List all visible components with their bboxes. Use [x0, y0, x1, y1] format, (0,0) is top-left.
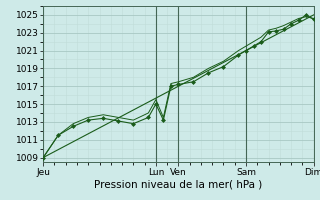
- X-axis label: Pression niveau de la mer( hPa ): Pression niveau de la mer( hPa ): [94, 179, 262, 189]
